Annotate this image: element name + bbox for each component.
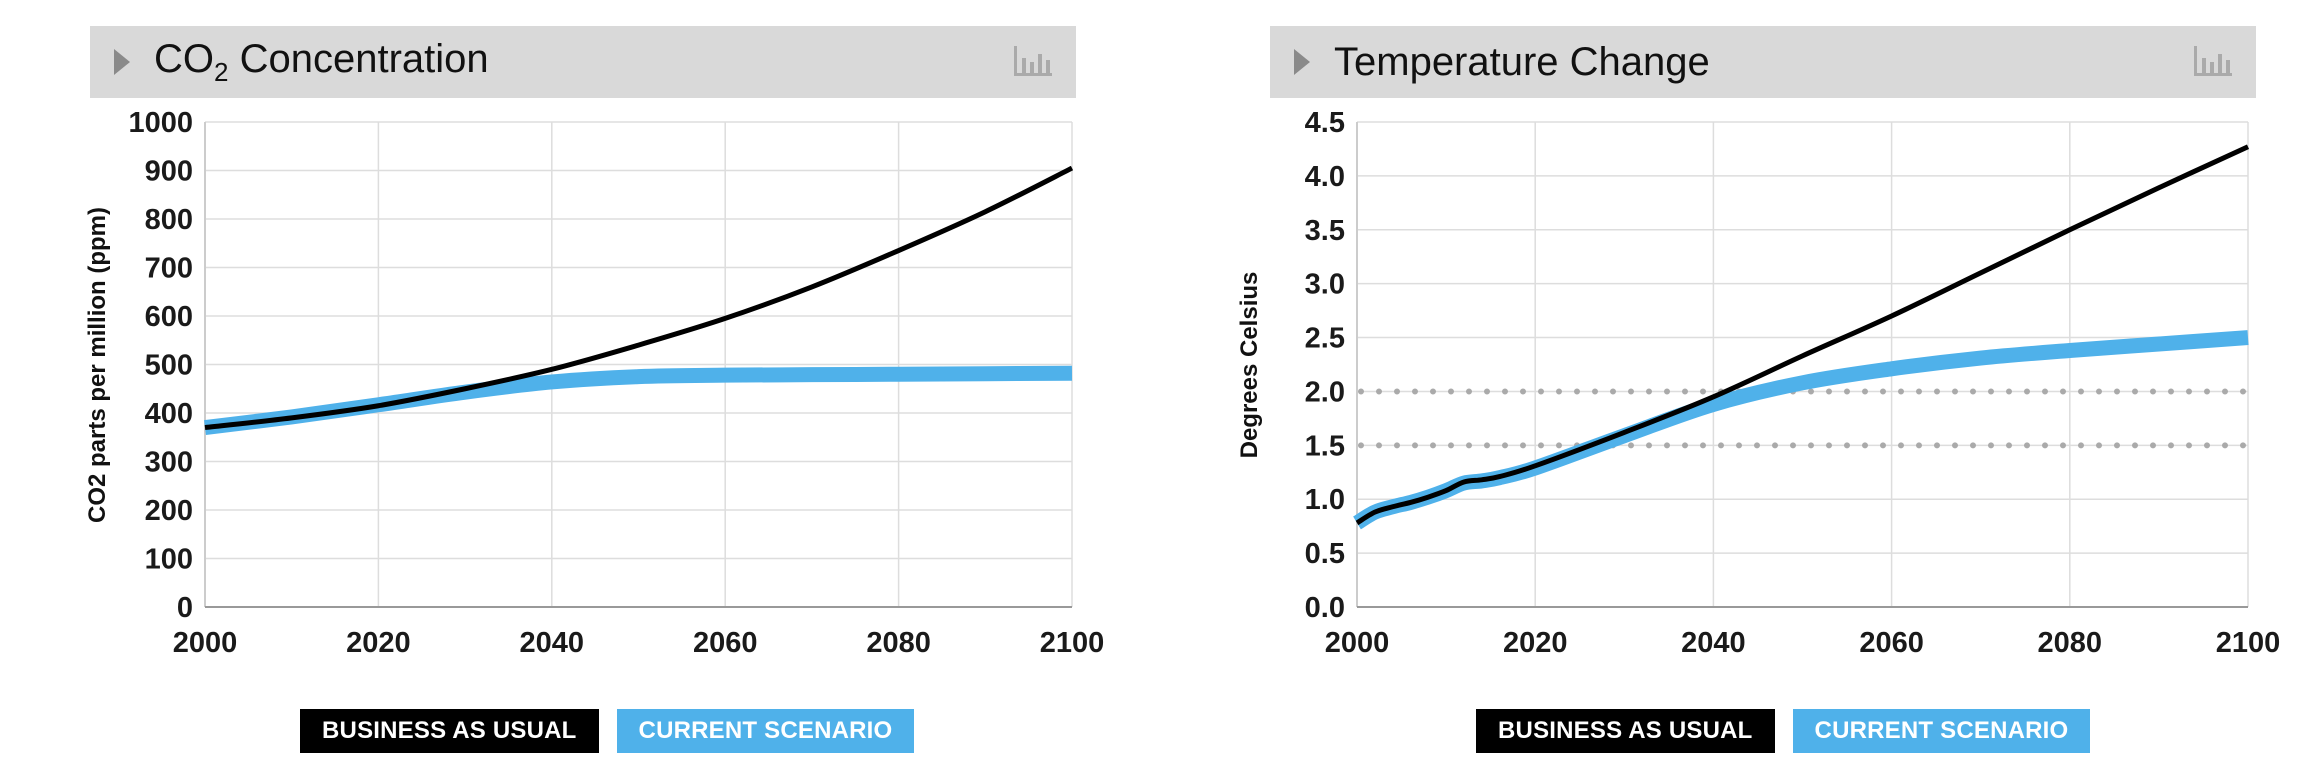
x-tick-label: 2040 (520, 627, 585, 659)
y-tick-label: 500 (145, 350, 193, 382)
x-tick-label: 2040 (1681, 627, 1746, 659)
y-tick-label: 1.0 (1305, 484, 1345, 516)
current-scenario-button[interactable]: CURRENT SCENARIO (616, 709, 915, 753)
y-tick-label: 2.0 (1305, 376, 1345, 408)
expand-triangle-icon[interactable] (1294, 49, 1310, 75)
current-scenario-line (204, 365, 1073, 435)
y-tick-label: 100 (145, 544, 193, 576)
business-as-usual-button[interactable]: BUSINESS AS USUAL (300, 709, 599, 753)
y-tick-label: 0.0 (1305, 592, 1345, 624)
co2-plot: 0 100 200 300 400 500 600 700 800 900 1000 2000 2020… (128, 107, 1105, 659)
y-tick-label: 1.5 (1305, 430, 1345, 462)
x-tick-label: 2000 (173, 627, 238, 659)
y-tick-label: 900 (145, 156, 193, 188)
x-tick-label: 2080 (866, 627, 931, 659)
y-tick-label: 3.5 (1305, 215, 1345, 247)
co2-chart-title: CO2 Concentration (154, 36, 489, 87)
x-tick-label: 2060 (693, 627, 758, 659)
business-as-usual-line (204, 165, 1074, 431)
business-as-usual-line (1355, 144, 2250, 526)
temperature-chart-header[interactable]: Temperature Change (1270, 26, 2256, 98)
temperature-panel: Temperature Change Degrees Celsius 0.0 0.… (1236, 0, 2306, 780)
y-tick-label: 0 (177, 592, 193, 624)
x-tick-label: 2000 (1325, 627, 1390, 659)
co2-chart-header[interactable]: CO2 Concentration (90, 26, 1076, 98)
business-as-usual-button[interactable]: BUSINESS AS USUAL (1476, 709, 1775, 753)
y-tick-label: 600 (145, 301, 193, 333)
temperature-legend: BUSINESS AS USUAL CURRENT SCENARIO (1476, 709, 2091, 753)
x-tick-label: 2060 (1859, 627, 1924, 659)
expand-triangle-icon[interactable] (114, 49, 130, 75)
current-scenario-button[interactable]: CURRENT SCENARIO (1792, 709, 2091, 753)
y-tick-label: 3.0 (1305, 269, 1345, 301)
temperature-chart-title: Temperature Change (1334, 39, 1710, 84)
y-tick-label: 4.5 (1305, 107, 1345, 139)
bar-chart-icon[interactable] (2192, 44, 2234, 78)
current-scenario-line (1353, 330, 2249, 530)
y-tick-label: 300 (145, 447, 193, 479)
y-tick-label: 700 (145, 253, 193, 285)
y-tick-label: 4.0 (1305, 161, 1345, 193)
co2-panel: CO2 Concentration CO2 parts per million … (60, 0, 1160, 780)
y-tick-label: 200 (145, 495, 193, 527)
co2-legend: BUSINESS AS USUAL CURRENT SCENARIO (300, 709, 915, 753)
y-tick-label: 2.5 (1305, 323, 1345, 355)
x-tick-label: 2100 (1040, 627, 1105, 659)
x-tick-label: 2020 (1503, 627, 1568, 659)
x-tick-label: 2080 (2038, 627, 2103, 659)
y-tick-label: 1000 (128, 107, 193, 139)
y-tick-label: 800 (145, 204, 193, 236)
y-tick-label: 0.5 (1305, 538, 1345, 570)
bar-chart-icon[interactable] (1012, 44, 1054, 78)
y-tick-label: 400 (145, 398, 193, 430)
x-tick-label: 2020 (346, 627, 411, 659)
temperature-plot: 0.0 0.5 1.0 1.5 2.0 2.5 3.0 3.5 4.0 4.5 2000 2020 20… (1305, 107, 2281, 659)
x-tick-label: 2100 (2216, 627, 2281, 659)
